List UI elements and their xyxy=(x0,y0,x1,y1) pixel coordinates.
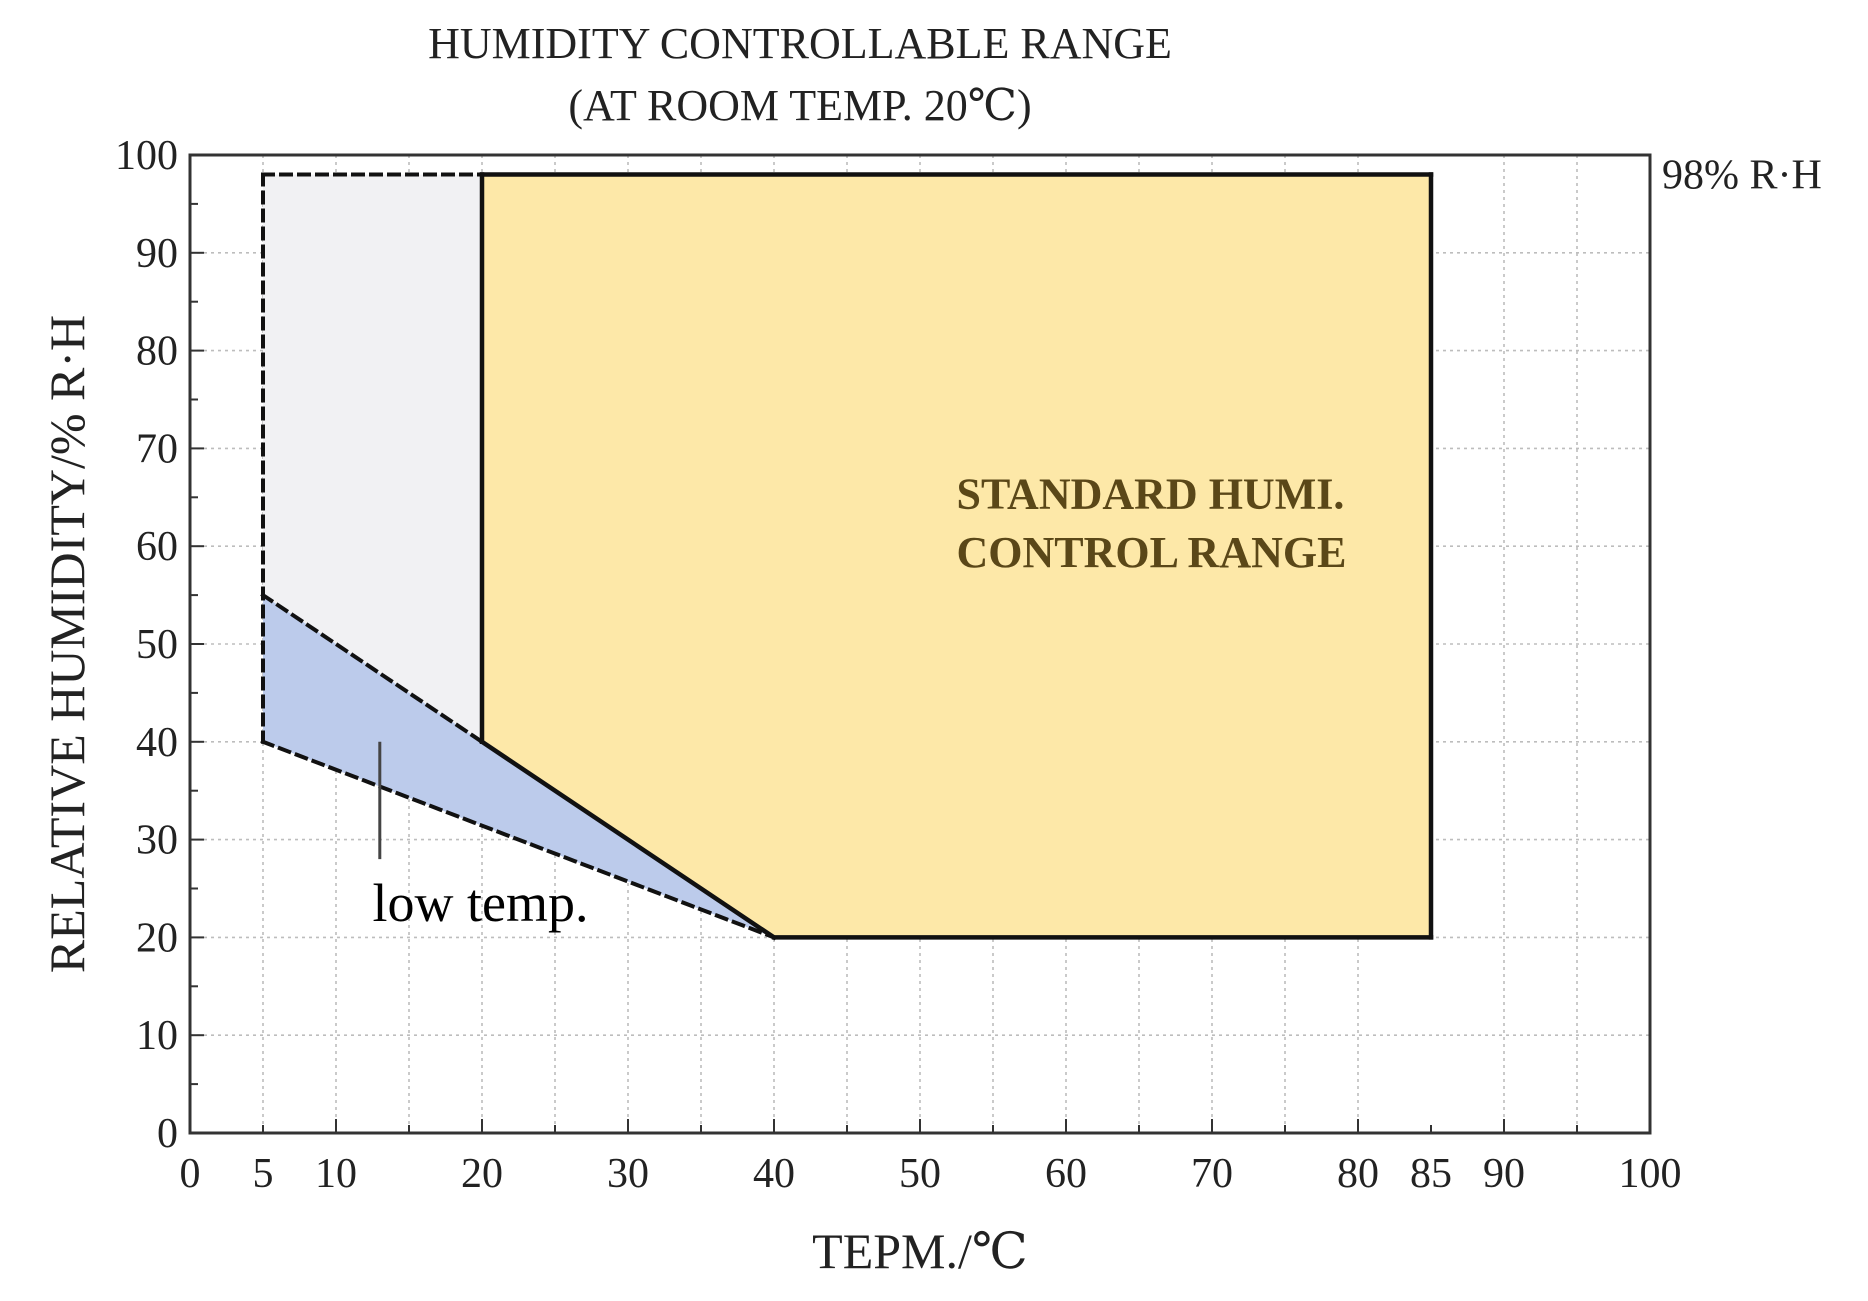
standard-boundary xyxy=(478,738,778,941)
chart-title: HUMIDITY CONTROLLABLE RANGE xyxy=(428,19,1172,68)
x-tick-label: 10 xyxy=(315,1151,357,1197)
axis-ticks: 0 5 10 20 30 40 50 60 70 80 85 90 100 0 10 20 30 40 50 60 70… xyxy=(115,133,1682,1197)
y-tick-label: 100 xyxy=(115,133,178,179)
x-tick-label: 20 xyxy=(461,1151,503,1197)
y-tick-label: 30 xyxy=(136,818,178,864)
y-tick-label: 10 xyxy=(136,1013,178,1059)
region-extended xyxy=(263,174,482,742)
y-tick-label: 60 xyxy=(136,524,178,570)
x-tick-label: 30 xyxy=(607,1151,649,1197)
x-tick-label: 85 xyxy=(1410,1151,1452,1197)
standard-range-label: STANDARD HUMI. xyxy=(957,469,1345,518)
chart-regions xyxy=(260,172,1434,941)
max-humidity-label: 98% R·H xyxy=(1662,153,1822,199)
x-tick-label: 90 xyxy=(1483,1151,1525,1197)
x-tick-label: 50 xyxy=(899,1151,941,1197)
low-temp-label: low temp. xyxy=(373,873,589,933)
low-temp-lower-boundary xyxy=(260,739,777,940)
y-tick-label: 70 xyxy=(136,426,178,472)
y-tick-label: 0 xyxy=(157,1111,178,1157)
y-tick-label: 50 xyxy=(136,622,178,668)
low-temp-upper-boundary xyxy=(260,592,485,745)
x-tick-label: 0 xyxy=(180,1151,201,1197)
x-axis-label: TEPM./℃ xyxy=(812,1223,1028,1279)
x-tick-label: 40 xyxy=(753,1151,795,1197)
x-tick-label: 60 xyxy=(1045,1151,1087,1197)
y-tick-label: 80 xyxy=(136,329,178,375)
y-tick-label: 20 xyxy=(136,915,178,961)
y-tick-label: 40 xyxy=(136,720,178,766)
x-tick-label: 5 xyxy=(253,1151,274,1197)
x-tick-label: 70 xyxy=(1191,1151,1233,1197)
chart-annotations: STANDARD HUMI. CONTROL RANGE low temp. 98% … xyxy=(373,153,1822,934)
x-tick-label: 80 xyxy=(1337,1151,1379,1197)
y-axis-label: RELATIVE HUMIDITY/% R·H xyxy=(39,315,95,973)
chart-subtitle: (AT ROOM TEMP. 20℃) xyxy=(568,81,1031,130)
standard-range-label: CONTROL RANGE xyxy=(957,528,1347,577)
region-standard xyxy=(482,174,1431,938)
y-tick-label: 90 xyxy=(136,231,178,277)
x-tick-label: 100 xyxy=(1619,1151,1682,1197)
